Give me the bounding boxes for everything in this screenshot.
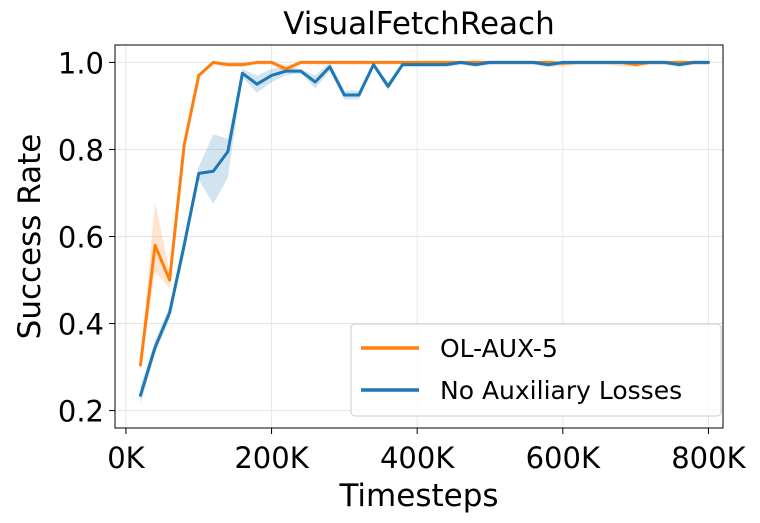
y-tick-label: 1.0 <box>58 46 104 80</box>
chart-title: VisualFetchReach <box>283 6 555 42</box>
y-tick-label: 0.6 <box>58 221 104 255</box>
y-tick-label: 0.2 <box>58 395 104 429</box>
legend-box <box>350 323 722 417</box>
legend: OL-AUX-5 No Auxiliary Losses <box>350 323 722 417</box>
legend-label-series-1: OL-AUX-5 <box>440 334 558 363</box>
y-axis-ticks: 0.2 0.4 0.6 0.8 1.0 <box>58 46 115 429</box>
y-tick-label: 0.8 <box>58 133 104 167</box>
y-axis-title: Success Rate <box>12 134 48 340</box>
x-tick-label: 800K <box>671 441 746 475</box>
x-tick-label: 600K <box>526 441 601 475</box>
series-line-2 <box>138 60 710 397</box>
x-tick-label: 200K <box>234 441 309 475</box>
x-tick-label: 0K <box>107 441 145 475</box>
x-tick-label: 400K <box>380 441 455 475</box>
series-lines <box>138 60 710 397</box>
legend-label-series-2: No Auxiliary Losses <box>440 376 682 405</box>
x-axis-ticks: 0K 200K 400K 600K 800K <box>107 428 747 475</box>
x-axis-title: Timesteps <box>338 478 498 514</box>
y-tick-label: 0.4 <box>58 308 104 342</box>
